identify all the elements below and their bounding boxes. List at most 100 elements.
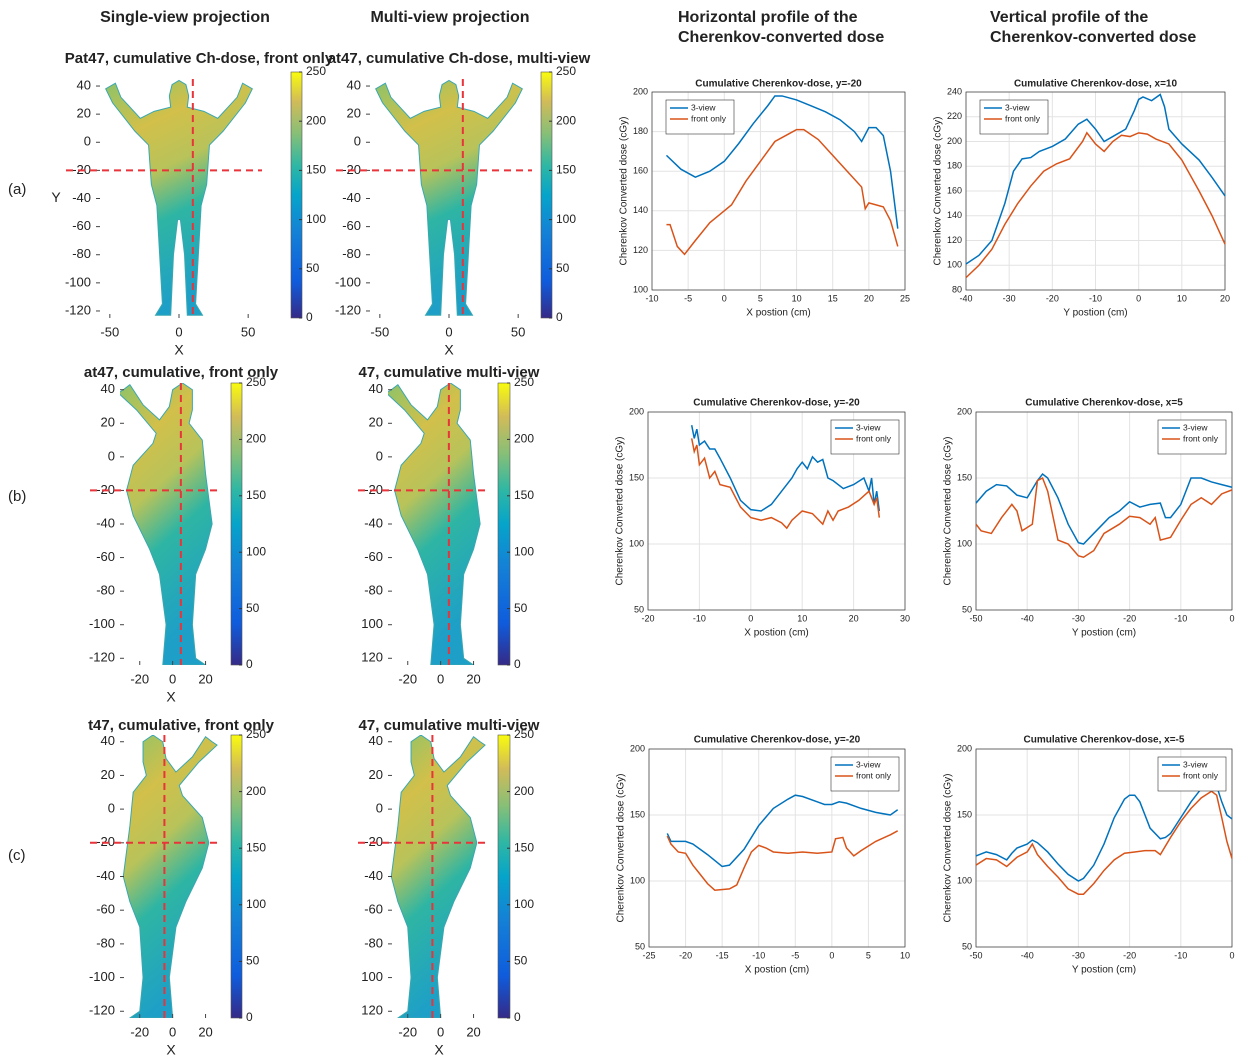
y-tick-label: -60 [342,218,361,233]
panel-title: 47, cumulative multi-view [359,364,540,381]
y-tick-label: -120 [335,302,361,317]
colorbar-tick-label: 150 [514,840,534,854]
colorbar-tick-label: 50 [246,954,260,968]
y-tick-label: 160 [947,185,962,195]
data-line [666,128,899,256]
data-line [665,95,899,229]
x-tick-label: -15 [716,950,729,960]
x-axis-label: Y postion (cm) [1072,965,1136,976]
y-tick-label: -60 [96,902,115,917]
y-tick-label: 50 [962,941,972,951]
column-header: Multi-view projection [370,9,529,26]
x-axis-label: X postion (cm) [746,308,810,319]
y-tick-label: -80 [96,583,115,598]
body-dose-map [120,383,213,665]
x-tick-label: -10 [752,950,765,960]
x-tick-label: 10 [797,613,807,623]
panel-title: Pat47, cumulative Ch-dose, front only [65,50,334,67]
row-label: (c) [8,847,26,864]
x-tick-label: -20 [398,1024,417,1039]
chart-title: Cumulative Cherenkov-dose, x=-5 [1024,735,1185,746]
colorbar-tick-label: 0 [246,657,253,671]
y-tick-label: 0 [108,448,115,463]
colorbar-tick-label: 150 [246,840,266,854]
x-tick-label: 20 [466,1024,480,1039]
body-dose-map [390,735,486,1018]
x-axis-label: X [434,1042,444,1058]
y-tick-label: 0 [84,134,91,149]
colorbar-tick-label: 100 [514,897,534,911]
colorbar-tick-label: 200 [556,113,576,127]
y-tick-label: 100 [361,616,383,631]
colorbar-tick-label: 250 [246,727,266,741]
y-tick-label: 150 [957,809,972,819]
colorbar-tick-label: 100 [514,544,534,558]
y-axis-label: Cherenkov Converted dose (cGy) [943,437,954,586]
x-tick-label: 10 [1177,293,1187,303]
colorbar-tick-label: 250 [246,375,266,389]
y-tick-label: -100 [89,969,115,984]
panel-title: at47, cumulative, front only [84,364,279,381]
legend-box [1157,419,1227,455]
y-tick-label: -100 [335,274,361,289]
colorbar [230,382,243,666]
x-tick-label: -20 [130,1024,149,1039]
colorbar-tick-label: 0 [514,1010,521,1024]
y-tick-label: 100 [629,538,644,548]
y-tick-label: 50 [634,604,644,614]
legend-label: front only [1183,433,1219,443]
x-tick-label: 20 [466,671,480,686]
y-tick-label: 120 [361,650,383,665]
body-dose-map [388,383,481,665]
legend-box [830,419,900,455]
chart-title: Cumulative Cherenkov-dose, x=5 [1025,398,1183,409]
legend-label: front only [691,113,727,123]
data-line [666,830,899,892]
x-tick-label: 5 [866,950,871,960]
colorbar [497,382,511,666]
colorbar-tick-label: 0 [246,1010,253,1024]
x-tick-label: -10 [645,293,658,303]
y-tick-label: 0 [108,801,115,816]
y-tick-label: 200 [629,406,644,416]
y-tick-label: 100 [957,875,972,885]
x-tick-label: 25 [900,293,910,303]
x-tick-label: 0 [437,671,444,686]
x-tick-label: -40 [959,293,972,303]
x-tick-label: 15 [828,293,838,303]
y-tick-label: -80 [364,583,383,598]
legend-label: 3-view [856,759,881,769]
x-tick-label: 0 [1229,613,1234,623]
x-tick-label: -20 [1123,950,1136,960]
x-tick-label: -20 [1123,613,1136,623]
x-axis-label: Y postion (cm) [1063,308,1127,319]
row-label: (b) [8,488,26,505]
x-tick-label: -20 [641,613,654,623]
y-tick-label: -80 [342,246,361,261]
x-tick-label: 0 [829,950,834,960]
y-tick-label: 100 [630,875,645,885]
x-tick-label: 20 [198,671,212,686]
panel-title: t47, cumulative, front only [88,717,275,734]
colorbar-tick-label: 200 [514,784,534,798]
x-tick-label: 20 [198,1024,212,1039]
y-tick-label: -80 [364,935,383,950]
y-axis-label: Cherenkov Converted dose (cGy) [943,774,954,923]
colorbar-tick-label: 50 [306,261,320,275]
y-tick-label: 40 [369,733,383,748]
x-tick-label: -50 [969,613,982,623]
y-tick-label: 180 [633,126,648,136]
colorbar-tick-label: 250 [306,64,326,78]
y-tick-label: 40 [369,381,383,396]
x-axis-label: X postion (cm) [744,628,808,639]
colorbar [497,734,511,1019]
y-axis-label: Cherenkov Converted dose (cGy) [615,437,626,586]
x-tick-label: -50 [969,950,982,960]
y-tick-label: -120 [89,1003,115,1018]
x-tick-label: 20 [1220,293,1230,303]
x-tick-label: 20 [864,293,874,303]
x-tick-label: -50 [100,324,119,339]
x-axis-label: Y postion (cm) [1072,628,1136,639]
y-tick-label: 120 [361,1003,383,1018]
x-tick-label: 0 [169,1024,176,1039]
